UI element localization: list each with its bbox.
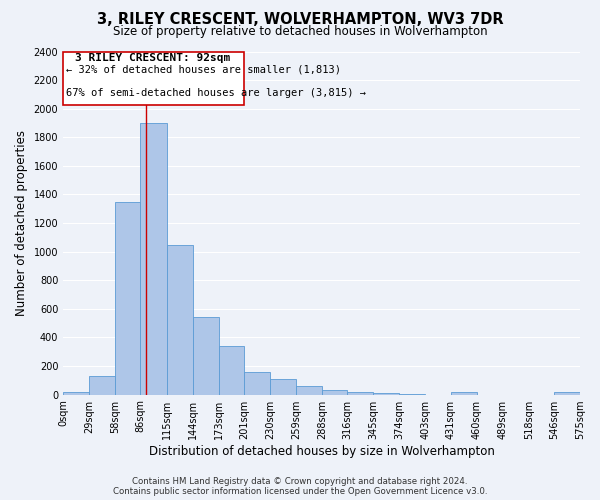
Bar	[244, 372, 270, 394]
Bar	[167, 245, 193, 394]
Text: ← 32% of detached houses are smaller (1,813): ← 32% of detached houses are smaller (1,…	[66, 64, 341, 74]
Bar	[296, 386, 322, 394]
Text: Contains HM Land Registry data © Crown copyright and database right 2024.
Contai: Contains HM Land Registry data © Crown c…	[113, 476, 487, 496]
Bar	[115, 202, 140, 394]
Text: Size of property relative to detached houses in Wolverhampton: Size of property relative to detached ho…	[113, 25, 487, 38]
Text: 3 RILEY CRESCENT: 92sqm: 3 RILEY CRESCENT: 92sqm	[76, 53, 230, 63]
Bar	[373, 393, 400, 394]
FancyBboxPatch shape	[63, 52, 244, 105]
Bar	[63, 392, 89, 394]
Text: 3, RILEY CRESCENT, WOLVERHAMPTON, WV3 7DR: 3, RILEY CRESCENT, WOLVERHAMPTON, WV3 7D…	[97, 12, 503, 28]
Bar	[193, 318, 218, 394]
Bar	[89, 376, 115, 394]
Bar	[347, 392, 373, 394]
Bar	[270, 379, 296, 394]
Bar	[140, 123, 167, 394]
Text: 67% of semi-detached houses are larger (3,815) →: 67% of semi-detached houses are larger (…	[66, 88, 366, 98]
X-axis label: Distribution of detached houses by size in Wolverhampton: Distribution of detached houses by size …	[149, 444, 494, 458]
Bar	[554, 392, 580, 394]
Bar	[322, 390, 347, 394]
Y-axis label: Number of detached properties: Number of detached properties	[15, 130, 28, 316]
Bar	[218, 346, 244, 395]
Bar	[451, 392, 476, 394]
